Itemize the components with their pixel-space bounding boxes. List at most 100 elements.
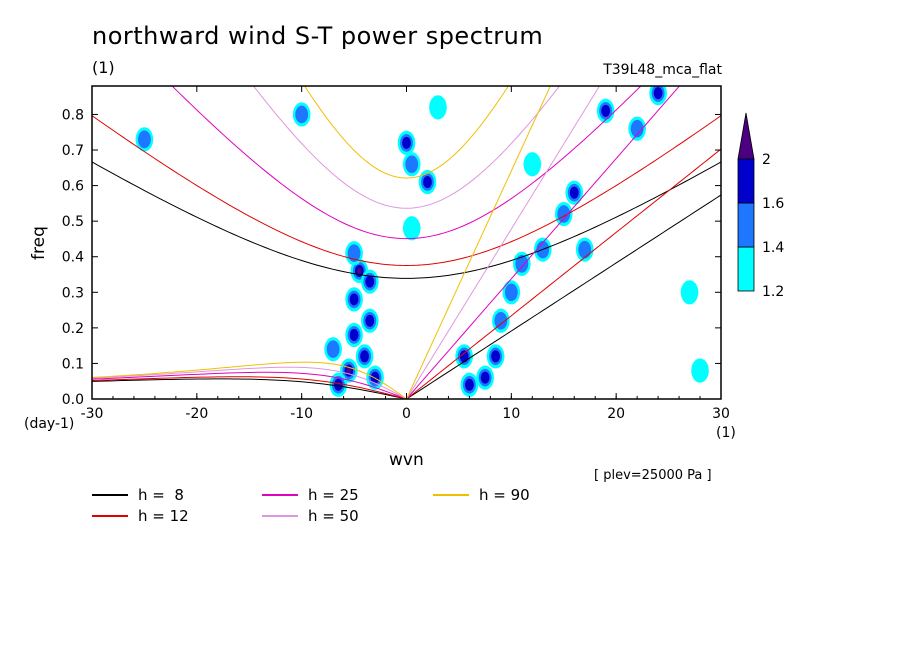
contour-blob [523,152,542,177]
contour-blob [465,378,474,391]
legend-swatch [433,494,469,496]
units-label: (1) [92,58,115,77]
experiment-name: T39L48_mca_flat [603,62,722,78]
kelvin-wave-line [406,86,601,399]
contour-blob [360,350,369,363]
x-axis-unit: (1) [716,425,736,441]
contour-blob [347,244,361,262]
y-tick-label: 0.6 [62,179,84,195]
y-tick-label: 0.7 [62,143,84,159]
rossby-wave-curve [92,371,407,399]
contour-blob [326,340,340,359]
legend-item-h50: h = 50 [262,507,359,525]
kelvin-wave-line [406,86,681,399]
contour-blob [491,350,501,363]
legend-label: h = 50 [308,507,359,525]
contour-blob [138,130,151,149]
rossby-wave-curve [92,361,407,399]
colorbar: 1.2 1.4 1.6 2 [737,112,784,300]
contour-blob [557,205,571,223]
kelvin-wave-line [406,86,551,399]
legend-item-h90: h = 90 [433,486,530,504]
y-tick-label: 0.3 [62,285,84,301]
ig-wave-curve [304,86,509,179]
contour-blob [402,216,421,241]
ig-wave-curve [92,115,721,266]
contour-blob [423,175,432,189]
legend-swatch [92,515,128,517]
y-tick-label: 0.4 [62,250,84,266]
colorbar-label: 1.4 [762,240,784,256]
contour-blob [333,378,343,391]
rossby-wave-curve [92,378,407,399]
y-tick-label: 0.0 [62,392,84,408]
contour-blob [429,95,447,120]
legend-item-h12: h = 12 [92,507,189,525]
contour-blob [578,240,592,259]
y-tick-label: 0.1 [62,356,84,372]
ig-wave-curve [252,86,561,209]
x-tick-label: -20 [185,406,208,422]
x-tick-label: -30 [81,406,104,422]
contour-blob [295,105,309,124]
contour-blob [356,267,362,275]
x-tick-label: 0 [402,406,411,422]
legend-swatch [262,515,298,517]
contour-blob [691,358,709,383]
dispersion-curves [92,86,721,399]
y-tick-label: 0.8 [62,107,84,123]
contour-blob [480,371,490,384]
rossby-wave-curve [92,376,407,399]
x-axis-label: wvn [389,450,424,470]
pressure-level-note: [ plev=25000 Pa ] [594,468,712,483]
legend-swatch [262,494,298,496]
power-contours [135,86,709,397]
contour-blob [405,155,419,174]
contour-blob [459,350,469,363]
y-tick-label: 0.5 [62,214,84,230]
legend-item-h25: h = 25 [262,486,359,504]
contour-blob [680,280,699,305]
y-axis-label: freq [29,226,49,260]
kelvin-wave-line [406,148,721,399]
x-tick-label: -10 [290,406,313,422]
kelvin-wave-line [406,194,721,399]
contour-blob [569,186,579,199]
x-tick-label: 10 [502,406,520,422]
legend-item-h8: h = 8 [92,486,184,504]
legend-swatch [92,494,128,496]
x-tick-label: 30 [712,406,730,422]
colorbar-segment [737,158,755,204]
chart-title: northward wind S-T power spectrum [92,22,544,50]
contour-blob [365,275,375,288]
ig-wave-curve [171,86,642,240]
y-axis-unit: (day-1) [24,416,75,432]
contour-blob [601,104,611,117]
legend-label: h = 8 [138,486,184,504]
contour-blob [494,311,508,330]
contour-blob [346,367,352,374]
colorbar-segment [737,246,755,292]
legend-label: h = 12 [138,507,189,525]
contour-blob [653,87,663,100]
contour-blob [402,136,411,149]
contour-blob [365,314,375,327]
legend-label: h = 25 [308,486,359,504]
contour-blob [349,328,359,342]
rossby-wave-curve [92,366,407,399]
contour-blob [515,255,529,273]
axis-ticks: -30 -20 -10 0 10 20 30 0.0 0.1 0.2 0.3 0.4 0.5 0.6 0.7… [62,86,730,422]
contour-blob [349,293,359,306]
legend-label: h = 90 [479,486,530,504]
colorbar-label: 1.2 [762,284,784,300]
contour-blob [504,283,518,302]
colorbar-label: 1.6 [762,196,784,212]
colorbar-segment [737,202,755,248]
x-tick-label: 20 [607,406,625,422]
ig-wave-curve [92,161,721,279]
y-tick-label: 0.2 [62,321,84,337]
contour-blob [630,119,644,138]
colorbar-top-arrow [737,112,755,160]
colorbar-label: 2 [762,152,771,168]
